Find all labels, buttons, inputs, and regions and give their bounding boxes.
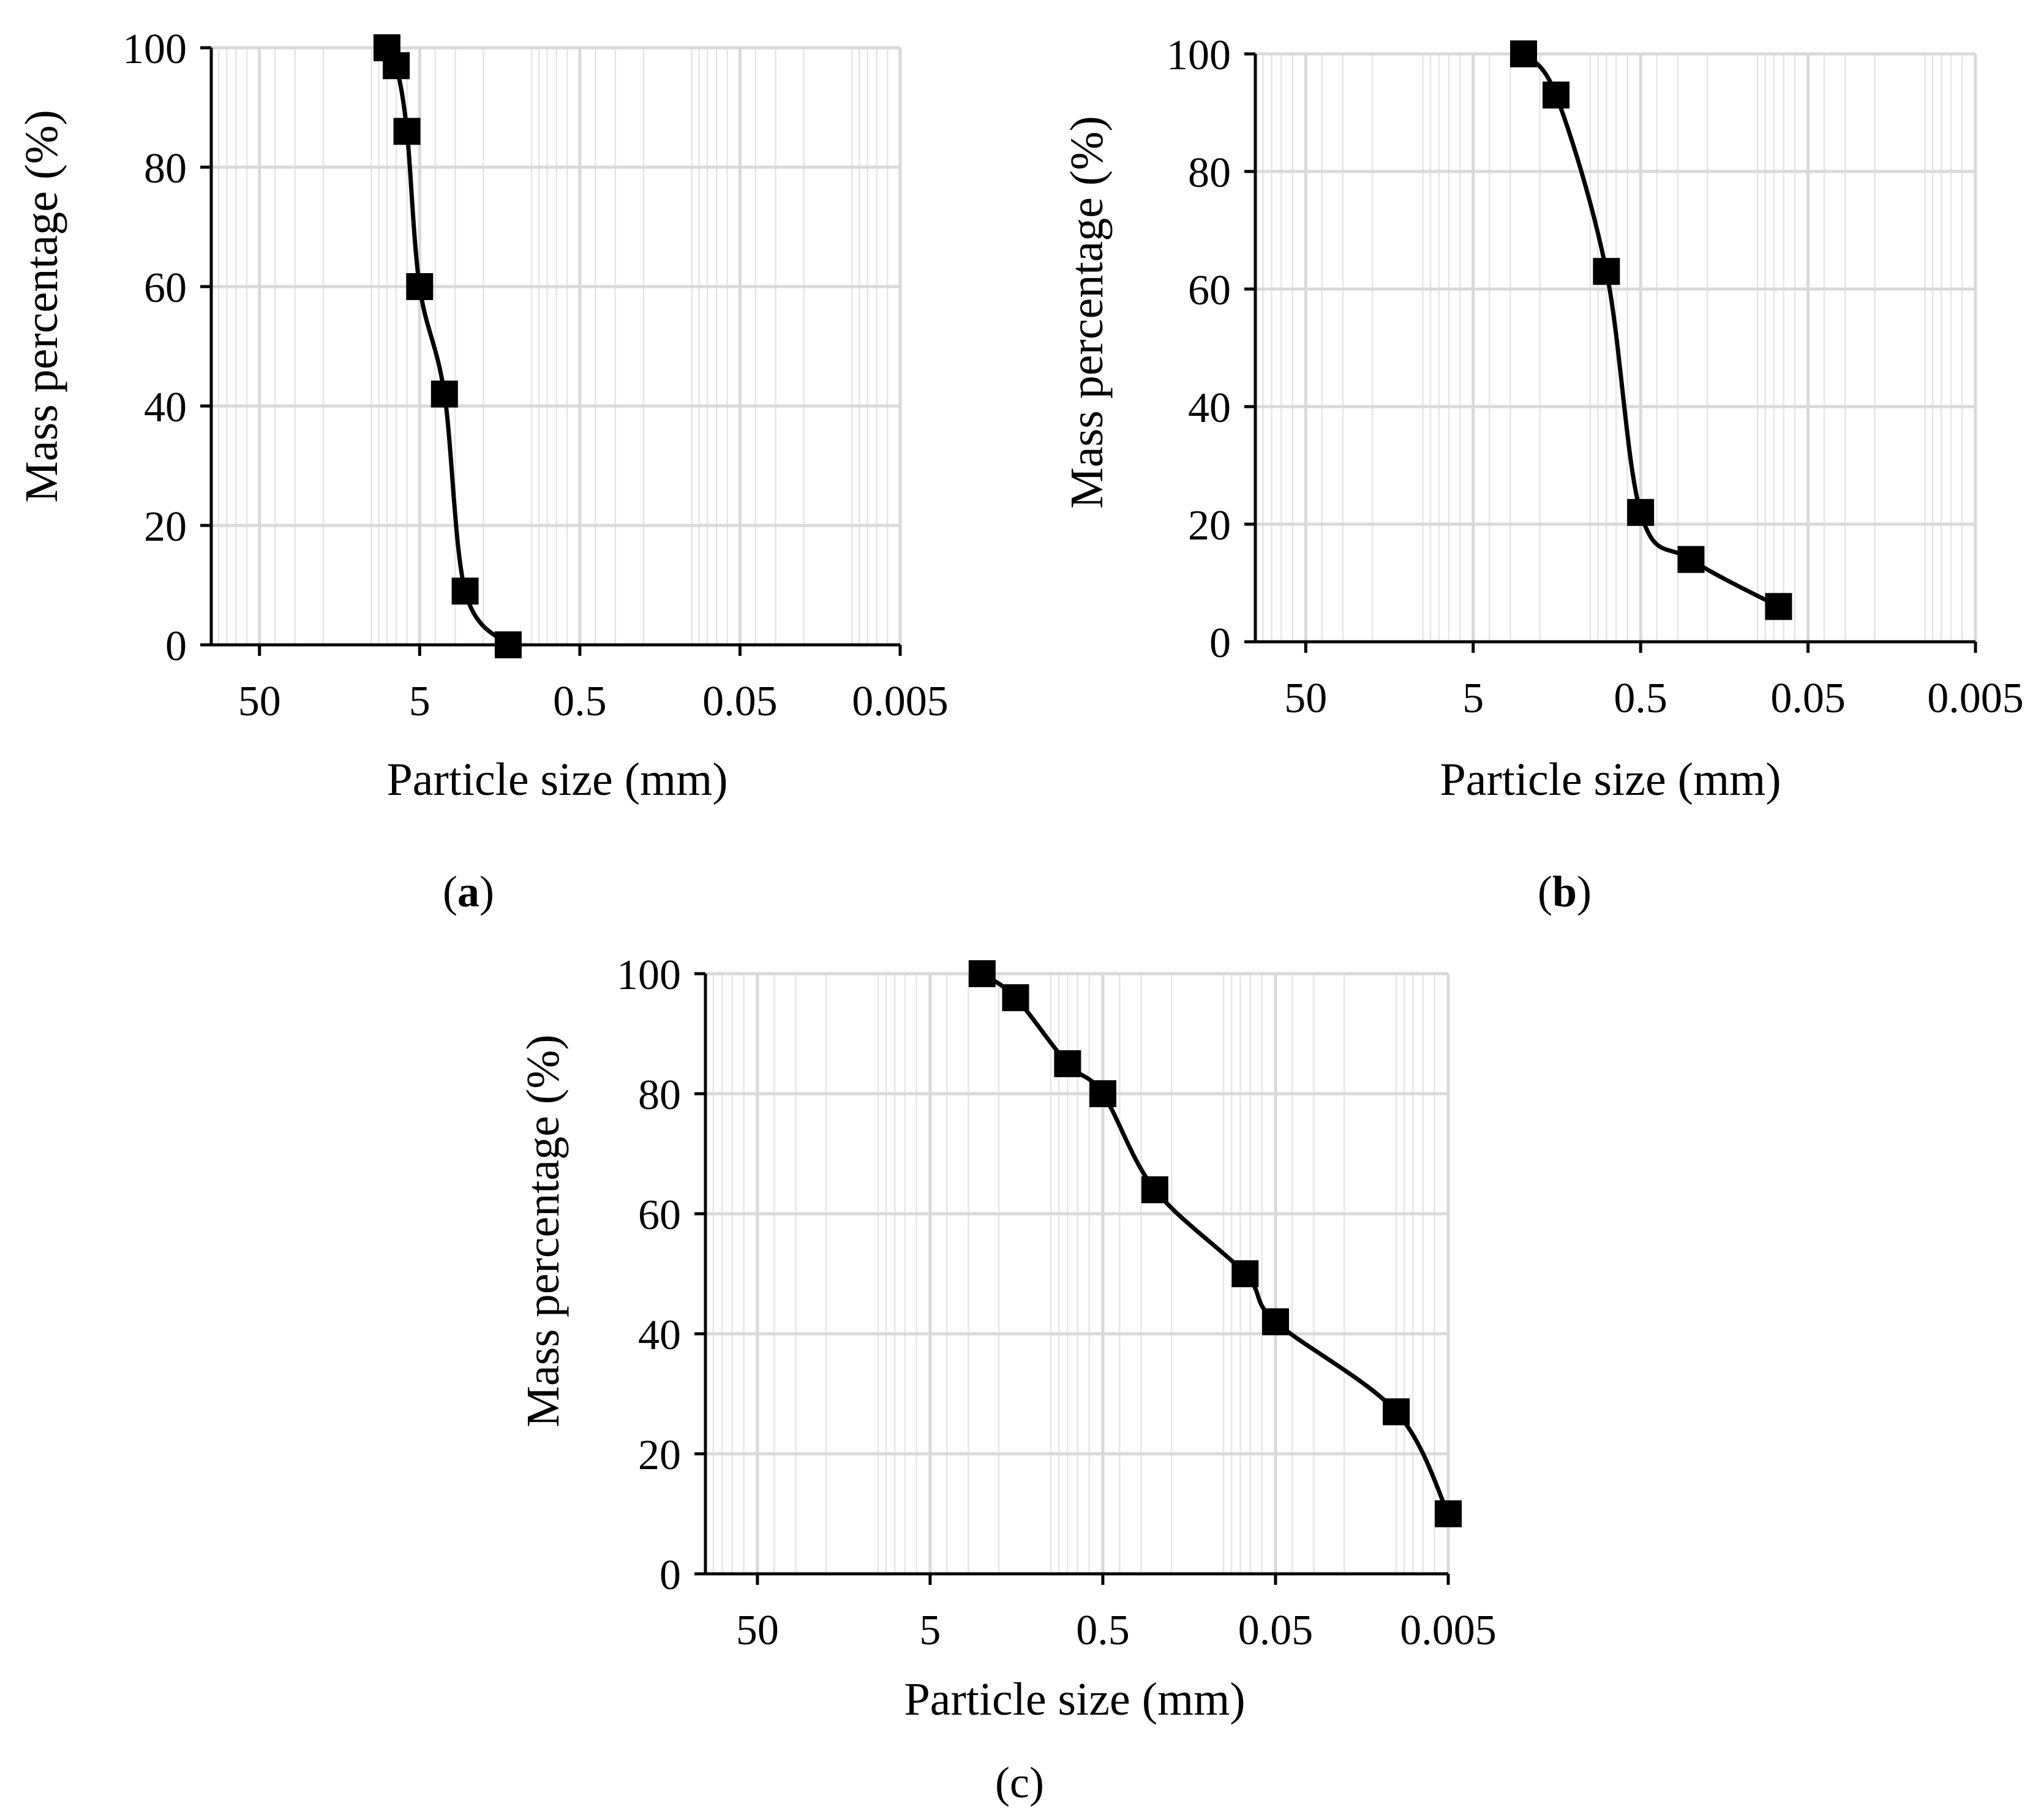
panel-b-x-axis-title: Particle size (mm) xyxy=(1440,754,1781,805)
data-point xyxy=(1627,498,1655,526)
panel-a-y-axis-title: Mass percentage (%) xyxy=(16,110,67,502)
panel-a-axes xyxy=(200,46,902,656)
x-tick-label: 0.05 xyxy=(1770,675,1846,722)
y-tick-label: 100 xyxy=(122,26,187,73)
y-tick-label: 60 xyxy=(638,1192,681,1239)
panel-c-y-axis-title: Mass percentage (%) xyxy=(517,1034,569,1427)
y-tick-label: 0 xyxy=(165,623,187,670)
x-tick-label: 5 xyxy=(1462,675,1484,722)
data-point xyxy=(1002,984,1029,1012)
data-point xyxy=(1383,1398,1410,1426)
data-point xyxy=(1231,1260,1259,1287)
panel-b-tick-labels: 0 20 40 60 80 100 50 5 0.5 0.05 0.005 xyxy=(1167,32,2024,722)
panel-b-series xyxy=(1510,40,1792,620)
y-tick-label: 100 xyxy=(617,952,681,999)
x-tick-label: 0.5 xyxy=(553,678,607,725)
data-point xyxy=(1089,1080,1116,1107)
panel-a-tick-labels: 0 20 40 60 80 100 50 5 0.5 0.05 0.005 xyxy=(122,26,949,725)
data-point xyxy=(1054,1050,1081,1077)
panel-c-x-axis-title: Particle size (mm) xyxy=(904,1674,1245,1725)
y-tick-label: 0 xyxy=(1209,620,1231,667)
data-point xyxy=(383,52,410,80)
x-tick-label: 0.005 xyxy=(852,678,949,725)
y-tick-label: 20 xyxy=(1188,502,1231,549)
y-tick-label: 80 xyxy=(638,1072,681,1119)
data-point xyxy=(1543,81,1570,109)
panel-c-axes xyxy=(694,972,1450,1585)
panel-a-x-axis-title: Particle size (mm) xyxy=(386,754,727,805)
panel-c-label-letter: c xyxy=(1010,1758,1029,1807)
panel-b-label-letter: b xyxy=(1552,867,1577,916)
data-point xyxy=(451,577,479,605)
x-tick-label: 50 xyxy=(1284,675,1327,722)
y-tick-label: 80 xyxy=(144,145,187,192)
data-point xyxy=(1261,1308,1289,1336)
panel-c-label: (c) xyxy=(995,1758,1044,1807)
y-tick-label: 60 xyxy=(144,265,187,312)
y-tick-label: 20 xyxy=(638,1432,681,1479)
y-tick-label: 40 xyxy=(1188,385,1231,432)
panel-a-label: (a) xyxy=(443,867,494,916)
panel-c-series xyxy=(968,960,1462,1527)
panel-a-label-letter: a xyxy=(457,867,479,916)
y-tick-label: 40 xyxy=(144,384,187,431)
x-tick-label: 50 xyxy=(736,1607,779,1654)
data-point xyxy=(1510,40,1538,67)
data-point xyxy=(1141,1176,1168,1203)
x-tick-label: 0.005 xyxy=(1400,1607,1497,1654)
x-tick-label: 0.5 xyxy=(1076,1607,1130,1654)
panel-b-grid xyxy=(1255,52,1977,644)
y-tick-label: 100 xyxy=(1167,32,1231,79)
panel-a: 0 20 40 60 80 100 50 5 0.5 0.05 0.005 Particle siz… xyxy=(16,26,949,916)
panel-b-axes xyxy=(1244,52,1977,653)
x-tick-label: 0.05 xyxy=(702,678,778,725)
panel-b-y-axis-title: Mass percentage (%) xyxy=(1061,116,1113,508)
y-tick-label: 0 xyxy=(660,1552,681,1599)
x-tick-label: 0.005 xyxy=(1927,675,2024,722)
data-point xyxy=(406,273,434,300)
panel-c: 0 20 40 60 80 100 50 5 0.5 0.05 0.005 Particle siz… xyxy=(517,952,1497,1807)
data-point xyxy=(1435,1500,1462,1527)
y-tick-label: 60 xyxy=(1188,267,1231,314)
data-point xyxy=(1765,593,1792,620)
data-point xyxy=(1677,546,1705,573)
data-point xyxy=(393,118,421,145)
y-tick-label: 40 xyxy=(638,1312,681,1359)
x-tick-label: 0.5 xyxy=(1614,675,1667,722)
data-point xyxy=(1593,258,1620,285)
y-tick-label: 80 xyxy=(1188,149,1231,197)
y-tick-label: 20 xyxy=(144,503,187,551)
x-tick-label: 50 xyxy=(238,678,281,725)
panel-b-label: (b) xyxy=(1538,867,1592,916)
x-tick-label: 5 xyxy=(409,678,430,725)
data-point xyxy=(968,960,996,987)
data-point xyxy=(430,380,458,408)
panel-b: 0 20 40 60 80 100 50 5 0.5 0.05 0.005 Particle siz… xyxy=(1061,32,2024,916)
series-line xyxy=(980,972,1451,1515)
x-tick-label: 5 xyxy=(919,1607,941,1654)
panel-a-series xyxy=(373,34,522,658)
x-tick-label: 0.05 xyxy=(1238,1607,1314,1654)
data-point xyxy=(494,631,522,658)
panel-c-tick-labels: 0 20 40 60 80 100 50 5 0.5 0.05 0.005 xyxy=(617,952,1497,1654)
